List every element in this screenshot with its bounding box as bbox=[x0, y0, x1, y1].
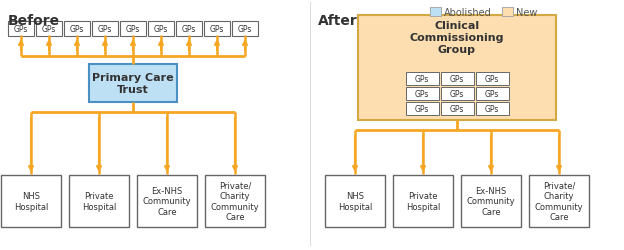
Text: Private
Hospital: Private Hospital bbox=[82, 192, 116, 211]
Text: GPs: GPs bbox=[415, 90, 429, 98]
Text: Abolished: Abolished bbox=[444, 8, 492, 18]
Bar bbox=[529, 175, 589, 227]
Bar bbox=[406, 102, 439, 116]
Bar bbox=[358, 16, 556, 120]
Text: GPs: GPs bbox=[42, 25, 56, 34]
Bar bbox=[475, 73, 509, 86]
Text: NHS
Hospital: NHS Hospital bbox=[14, 192, 48, 211]
Bar bbox=[502, 8, 513, 17]
Bar bbox=[92, 22, 118, 37]
Bar bbox=[441, 88, 474, 101]
Text: GPs: GPs bbox=[485, 104, 499, 114]
Bar bbox=[89, 65, 177, 102]
Text: GPs: GPs bbox=[98, 25, 112, 34]
Bar bbox=[461, 175, 521, 227]
Bar bbox=[406, 88, 439, 101]
Text: GPs: GPs bbox=[70, 25, 84, 34]
Text: Before: Before bbox=[8, 14, 60, 28]
Bar bbox=[148, 22, 174, 37]
Bar bbox=[393, 175, 453, 227]
Text: Ex-NHS
Community
Care: Ex-NHS Community Care bbox=[467, 186, 515, 216]
Bar bbox=[120, 22, 146, 37]
Text: GPs: GPs bbox=[126, 25, 140, 34]
Text: Private/
Charity
Community
Care: Private/ Charity Community Care bbox=[211, 181, 260, 221]
Bar bbox=[232, 22, 258, 37]
Text: New: New bbox=[516, 8, 537, 18]
Text: GPs: GPs bbox=[450, 104, 464, 114]
Text: GPs: GPs bbox=[154, 25, 168, 34]
Bar bbox=[8, 22, 34, 37]
Text: GPs: GPs bbox=[14, 25, 28, 34]
Text: NHS
Hospital: NHS Hospital bbox=[338, 192, 372, 211]
Text: GPs: GPs bbox=[210, 25, 224, 34]
Bar bbox=[176, 22, 202, 37]
Bar bbox=[430, 8, 441, 17]
Bar bbox=[36, 22, 62, 37]
Text: Clinical
Commissioning
Group: Clinical Commissioning Group bbox=[410, 21, 504, 54]
Text: GPs: GPs bbox=[182, 25, 196, 34]
Bar bbox=[325, 175, 385, 227]
Text: GPs: GPs bbox=[450, 75, 464, 84]
Bar bbox=[441, 73, 474, 86]
Bar bbox=[475, 88, 509, 101]
Text: GPs: GPs bbox=[415, 75, 429, 84]
Text: Private
Hospital: Private Hospital bbox=[406, 192, 440, 211]
Bar bbox=[69, 175, 129, 227]
Text: GPs: GPs bbox=[238, 25, 252, 34]
Bar bbox=[441, 102, 474, 116]
Bar bbox=[204, 22, 230, 37]
Bar bbox=[205, 175, 265, 227]
Text: After: After bbox=[318, 14, 358, 28]
Text: GPs: GPs bbox=[415, 104, 429, 114]
Text: Private/
Charity
Community
Care: Private/ Charity Community Care bbox=[535, 181, 583, 221]
Bar bbox=[475, 102, 509, 116]
Text: GPs: GPs bbox=[485, 75, 499, 84]
Text: GPs: GPs bbox=[485, 90, 499, 98]
Text: GPs: GPs bbox=[450, 90, 464, 98]
Text: Ex-NHS
Community
Care: Ex-NHS Community Care bbox=[143, 186, 192, 216]
Bar bbox=[1, 175, 61, 227]
Bar bbox=[64, 22, 90, 37]
Bar bbox=[137, 175, 197, 227]
Bar bbox=[406, 73, 439, 86]
Text: Primary Care
Trust: Primary Care Trust bbox=[92, 73, 174, 94]
